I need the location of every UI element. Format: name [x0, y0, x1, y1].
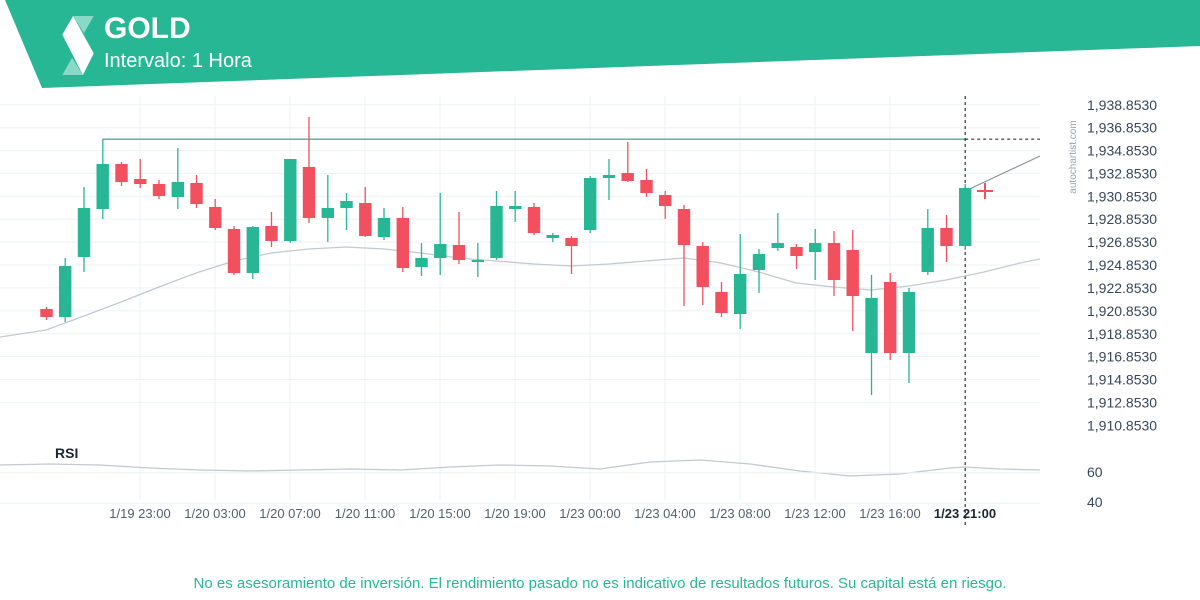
svg-text:1,912.8530: 1,912.8530 [1087, 394, 1157, 410]
svg-text:1/23 04:00: 1/23 04:00 [634, 506, 695, 521]
svg-text:1/23 00:00: 1/23 00:00 [559, 506, 620, 521]
svg-text:1,926.8530: 1,926.8530 [1087, 234, 1157, 250]
svg-text:1,930.8530: 1,930.8530 [1087, 188, 1157, 204]
svg-text:1,914.8530: 1,914.8530 [1087, 372, 1157, 388]
svg-text:1/20 15:00: 1/20 15:00 [409, 506, 470, 521]
svg-text:60: 60 [1087, 464, 1103, 480]
svg-text:1,924.8530: 1,924.8530 [1087, 257, 1157, 273]
svg-text:1/20 07:00: 1/20 07:00 [259, 506, 320, 521]
svg-text:40: 40 [1087, 494, 1103, 510]
svg-text:1,938.8530: 1,938.8530 [1087, 97, 1157, 113]
svg-text:1,916.8530: 1,916.8530 [1087, 349, 1157, 365]
svg-text:1,910.8530: 1,910.8530 [1087, 417, 1157, 433]
svg-text:1/23 08:00: 1/23 08:00 [709, 506, 770, 521]
svg-text:1/23 21:00: 1/23 21:00 [934, 506, 996, 521]
svg-text:1,920.8530: 1,920.8530 [1087, 303, 1157, 319]
svg-text:autochartist.com: autochartist.com [1068, 120, 1079, 193]
svg-text:RSI: RSI [55, 445, 78, 461]
svg-text:1,936.8530: 1,936.8530 [1087, 120, 1157, 136]
svg-text:1,932.8530: 1,932.8530 [1087, 165, 1157, 181]
svg-text:1/23 12:00: 1/23 12:00 [784, 506, 845, 521]
svg-text:1,922.8530: 1,922.8530 [1087, 280, 1157, 296]
svg-text:1/20 11:00: 1/20 11:00 [335, 506, 395, 521]
svg-text:1,918.8530: 1,918.8530 [1087, 326, 1157, 342]
svg-text:1,928.8530: 1,928.8530 [1087, 211, 1157, 227]
svg-text:1/20 03:00: 1/20 03:00 [184, 506, 245, 521]
svg-text:1,934.8530: 1,934.8530 [1087, 143, 1157, 159]
svg-text:1/19 23:00: 1/19 23:00 [109, 506, 170, 521]
svg-text:1/20 19:00: 1/20 19:00 [484, 506, 545, 521]
svg-text:1/23 16:00: 1/23 16:00 [859, 506, 920, 521]
